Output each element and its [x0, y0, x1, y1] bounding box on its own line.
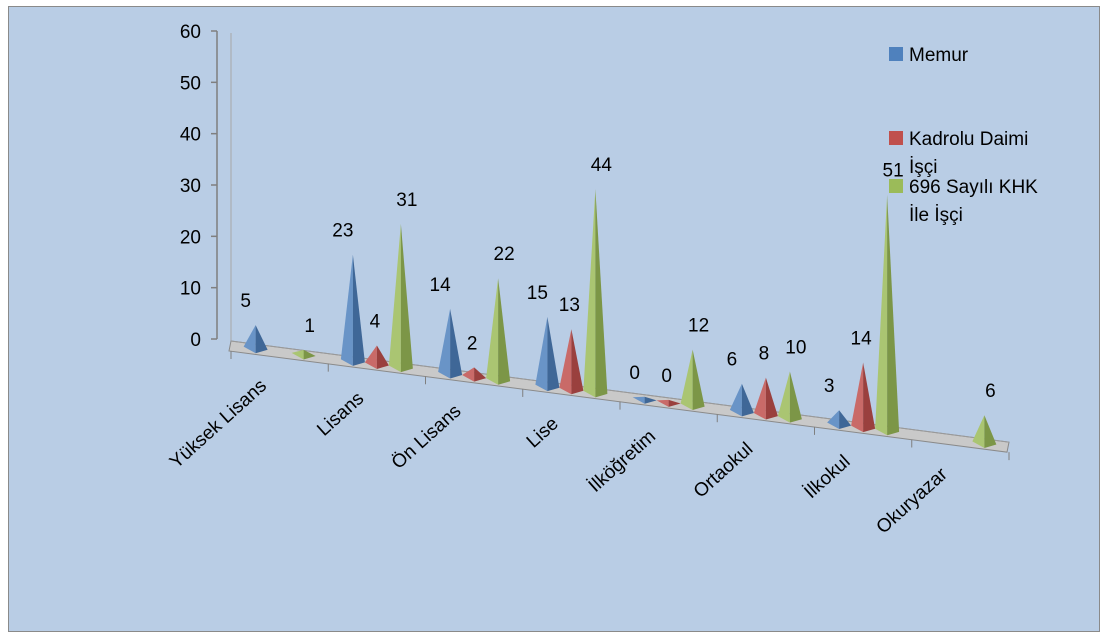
data-label: 22	[494, 244, 515, 265]
pyramid-right-face	[668, 399, 681, 407]
pyramid-left-face	[486, 278, 499, 385]
category-label: Ortaokul	[690, 439, 757, 503]
pyramid-right-face	[400, 223, 413, 373]
category-label: Okuryazar	[873, 463, 953, 538]
pyramid-right-face	[352, 254, 365, 366]
pyramid-right-face	[741, 383, 754, 417]
pyramid-right-face	[255, 325, 268, 354]
data-label: 13	[559, 295, 580, 316]
pyramid-right-face	[303, 349, 316, 360]
pyramid-right-face	[547, 316, 560, 392]
category-label: İlkokul	[800, 451, 854, 503]
data-label: 8	[759, 344, 770, 365]
legend-label: Kadrolu Daimi	[909, 129, 1028, 150]
pyramid-left-face	[462, 367, 475, 382]
pyramid-left-face	[388, 223, 401, 373]
data-label: 6	[727, 350, 738, 371]
pyramid-left-face	[243, 325, 256, 354]
pyramid-left-face	[340, 254, 353, 366]
category-label: Lisans	[313, 388, 368, 440]
y-tick-label: 10	[180, 279, 201, 300]
data-label: 2	[467, 333, 478, 354]
data-label: 14	[851, 328, 873, 349]
pyramid-right-face	[450, 308, 463, 379]
legend-label: İle İşçi	[909, 205, 963, 226]
data-label: 0	[629, 363, 640, 384]
y-tick-label: 30	[180, 176, 201, 197]
pyramid-left-face	[827, 410, 840, 430]
pyramid-left-face	[364, 345, 377, 369]
y-tick-label: 0	[190, 330, 201, 351]
category-label: İlköğretim	[585, 426, 660, 497]
pyramid-right-face	[984, 415, 997, 448]
pyramid-right-face	[474, 367, 487, 382]
legend-swatch	[889, 131, 903, 145]
pyramid-left-face	[291, 349, 304, 360]
chart-area: 0 10 20 30 40 50 60 5 1 Yüksek Lisans 23 4 31 Lisans 1…	[8, 6, 1100, 632]
data-label: 12	[688, 316, 709, 337]
pyramid-right-face	[376, 345, 389, 369]
pyramid-left-face	[972, 415, 985, 448]
y-tick-label: 50	[180, 73, 201, 94]
data-label: 15	[527, 283, 548, 304]
data-label: 31	[396, 190, 417, 211]
data-label: 51	[883, 161, 904, 182]
category-label: Lise	[523, 413, 563, 452]
pyramid-left-face	[680, 349, 693, 411]
data-label: 0	[661, 366, 672, 387]
pyramid-right-face	[887, 194, 900, 436]
data-label: 23	[332, 221, 353, 242]
pyramid-right-face	[839, 410, 852, 430]
pyramid-left-face	[875, 194, 888, 436]
pyramid-right-face	[692, 349, 705, 411]
data-label: 14	[430, 275, 452, 296]
pyramid-right-face	[644, 396, 657, 404]
data-label: 44	[591, 155, 613, 176]
pyramid-left-face	[438, 308, 451, 379]
pyramid-right-face	[863, 362, 876, 433]
data-label: 4	[370, 311, 381, 332]
pyramid-right-face	[498, 278, 511, 385]
y-tick-label: 20	[180, 227, 201, 248]
legend-label: Memur	[909, 45, 969, 66]
legend-label: 696 Sayılı KHK	[909, 177, 1038, 198]
pyramid-left-face	[729, 383, 742, 417]
pyramid-left-face	[583, 189, 596, 398]
legend-swatch	[889, 47, 903, 61]
legend-label: İşçi	[909, 157, 938, 178]
data-label: 10	[785, 337, 806, 358]
data-label: 3	[824, 376, 835, 397]
data-label: 5	[240, 291, 251, 312]
pyramid-right-face	[595, 189, 608, 398]
pyramid-right-face	[571, 329, 584, 395]
pyramid-right-face	[789, 371, 802, 423]
category-label: Ön Lisans	[388, 401, 466, 474]
pyramid-left-face	[851, 362, 864, 433]
pyramid-left-face	[632, 396, 645, 404]
data-label: 1	[304, 316, 315, 337]
legend-swatch	[889, 179, 903, 193]
y-tick-label: 40	[180, 125, 201, 146]
pyramid-left-face	[777, 371, 790, 423]
pyramid-left-face	[656, 399, 669, 407]
pyramid-left-face	[535, 316, 548, 392]
y-tick-label: 60	[180, 22, 201, 43]
category-label: Yüksek Lisans	[166, 375, 271, 473]
pyramid-left-face	[753, 377, 766, 420]
pyramid-left-face	[559, 329, 572, 395]
data-label: 6	[985, 381, 996, 402]
pyramid-right-face	[765, 377, 778, 420]
